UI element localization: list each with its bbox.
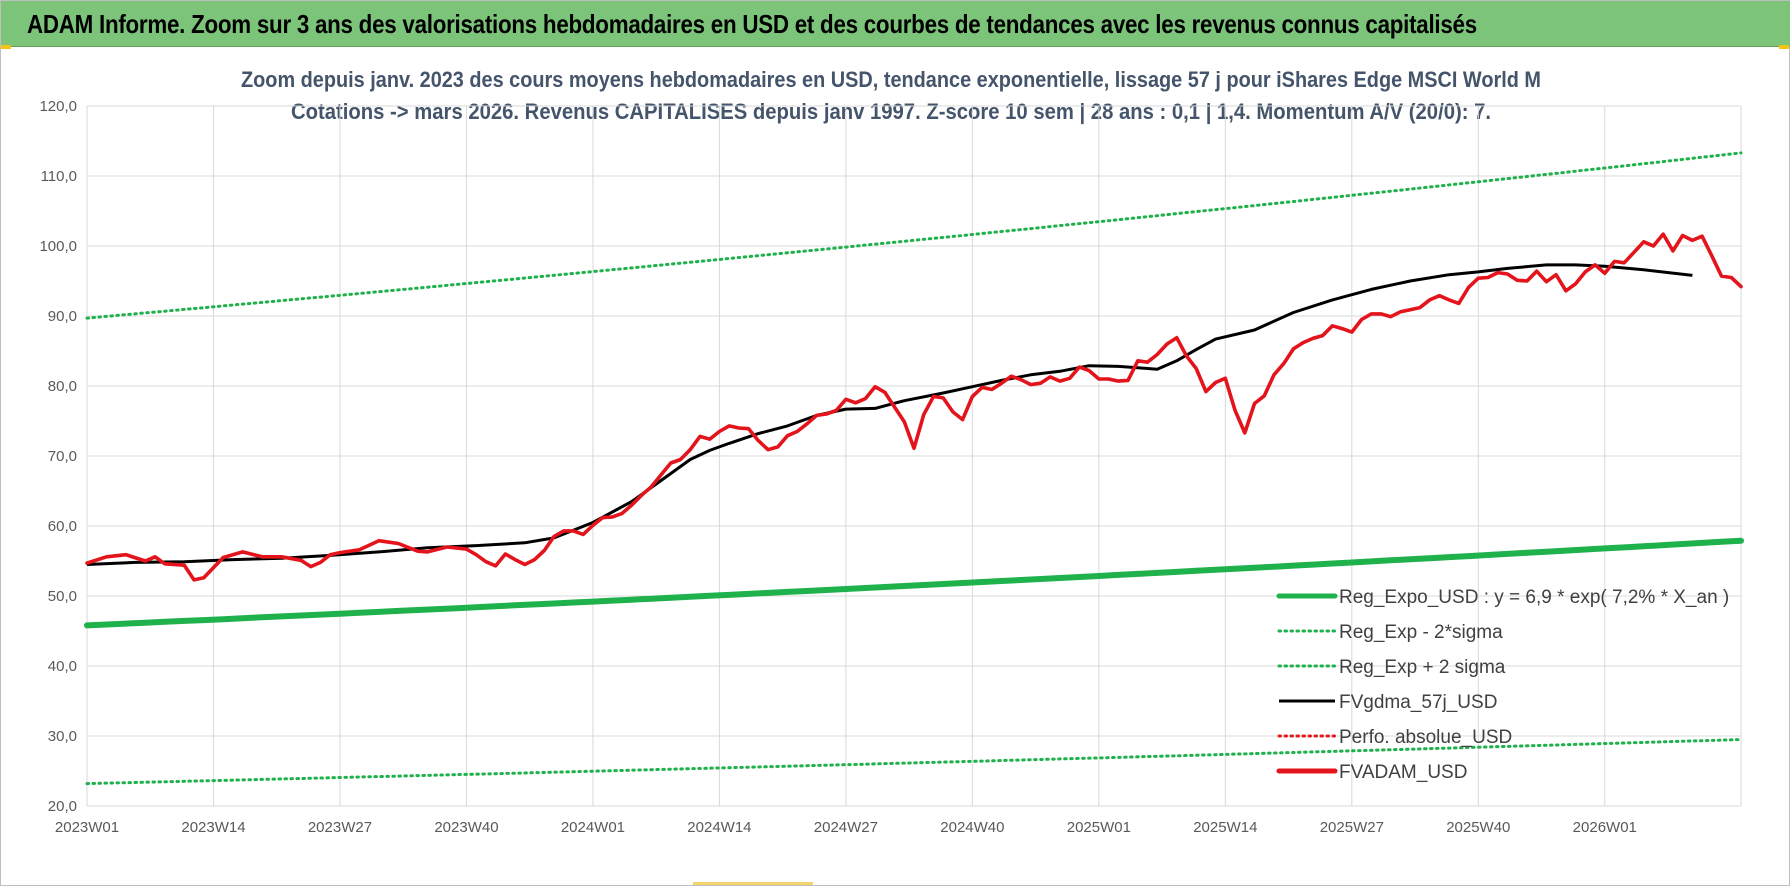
banner-accent-left bbox=[1, 45, 11, 49]
y-tick-label: 70,0 bbox=[48, 448, 77, 465]
series-reg-plus-2sigma-line bbox=[85, 151, 1743, 320]
x-tick-label: 2023W01 bbox=[55, 819, 119, 836]
y-tick-label: 40,0 bbox=[48, 658, 77, 675]
y-tick-label: 100,0 bbox=[39, 238, 77, 255]
chart-title-line1: Zoom depuis janv. 2023 des cours moyens … bbox=[241, 67, 1541, 92]
legend-label: FVgdma_57j_USD bbox=[1339, 692, 1497, 713]
x-tick-label: 2025W01 bbox=[1067, 819, 1131, 836]
y-tick-label: 80,0 bbox=[48, 378, 77, 395]
x-tick-label: 2025W40 bbox=[1446, 819, 1510, 836]
banner-title: ADAM Informe. Zoom sur 3 ans des valoris… bbox=[27, 9, 1477, 39]
y-tick-label: 20,0 bbox=[48, 798, 77, 815]
x-tick-label: 2024W40 bbox=[940, 819, 1004, 836]
series-fvadam-line bbox=[85, 232, 1743, 582]
series-fvgdma-line bbox=[86, 263, 1693, 566]
x-tick-label: 2023W40 bbox=[434, 819, 498, 836]
series-reg-expo-line bbox=[84, 537, 1744, 629]
legend-label: Reg_Expo_USD : y = 6,9 * exp( 7,2% * X_a… bbox=[1339, 587, 1729, 608]
banner-accent-right bbox=[1779, 45, 1789, 49]
legend: Reg_Expo_USD : y = 6,9 * exp( 7,2% * X_a… bbox=[1276, 587, 1729, 783]
x-tick-label: 2023W27 bbox=[308, 819, 372, 836]
legend-label: Reg_Exp + 2 sigma bbox=[1339, 657, 1506, 678]
x-tick-label: 2024W27 bbox=[814, 819, 878, 836]
chart-area: Zoom depuis janv. 2023 des cours moyens … bbox=[39, 61, 1744, 836]
series-reg-minus-2sigma-line bbox=[85, 738, 1743, 786]
x-tick-label: 2023W14 bbox=[181, 819, 245, 836]
x-tick-label: 2025W27 bbox=[1320, 819, 1384, 836]
chart-title: Zoom depuis janv. 2023 des cours moyens … bbox=[233, 61, 1549, 127]
x-axis-ticks: 2023W01 2023W14 2023W27 2023W40 2024W01 2024W… bbox=[55, 819, 1637, 836]
y-tick-label: 60,0 bbox=[48, 518, 77, 535]
bottom-accent bbox=[693, 882, 813, 885]
x-tick-label: 2025W14 bbox=[1193, 819, 1257, 836]
x-tick-label: 2024W14 bbox=[687, 819, 751, 836]
chart-title-line2: Cotations -> mars 2026. Revenus CAPITALI… bbox=[291, 99, 1491, 124]
y-tick-label: 50,0 bbox=[48, 588, 77, 605]
y-tick-label: 30,0 bbox=[48, 728, 77, 745]
x-tick-label: 2026W01 bbox=[1573, 819, 1637, 836]
chart-title-background bbox=[233, 61, 1549, 127]
legend-label: Perfo. absolue_USD bbox=[1339, 727, 1512, 748]
legend-label: FVADAM_USD bbox=[1339, 762, 1467, 783]
legend-label: Reg_Exp - 2*sigma bbox=[1339, 622, 1503, 643]
y-tick-label: 120,0 bbox=[39, 98, 77, 115]
y-tick-label: 110,0 bbox=[41, 168, 77, 185]
x-tick-label: 2024W01 bbox=[561, 819, 625, 836]
series-lines bbox=[84, 151, 1744, 786]
y-tick-label: 90,0 bbox=[48, 308, 77, 325]
header-banner: ADAM Informe. Zoom sur 3 ans des valoris… bbox=[1, 1, 1790, 47]
y-axis-ticks: 20,0 30,0 40,0 50,0 60,0 70,0 80,0 90,0 100,0 110… bbox=[39, 98, 77, 815]
